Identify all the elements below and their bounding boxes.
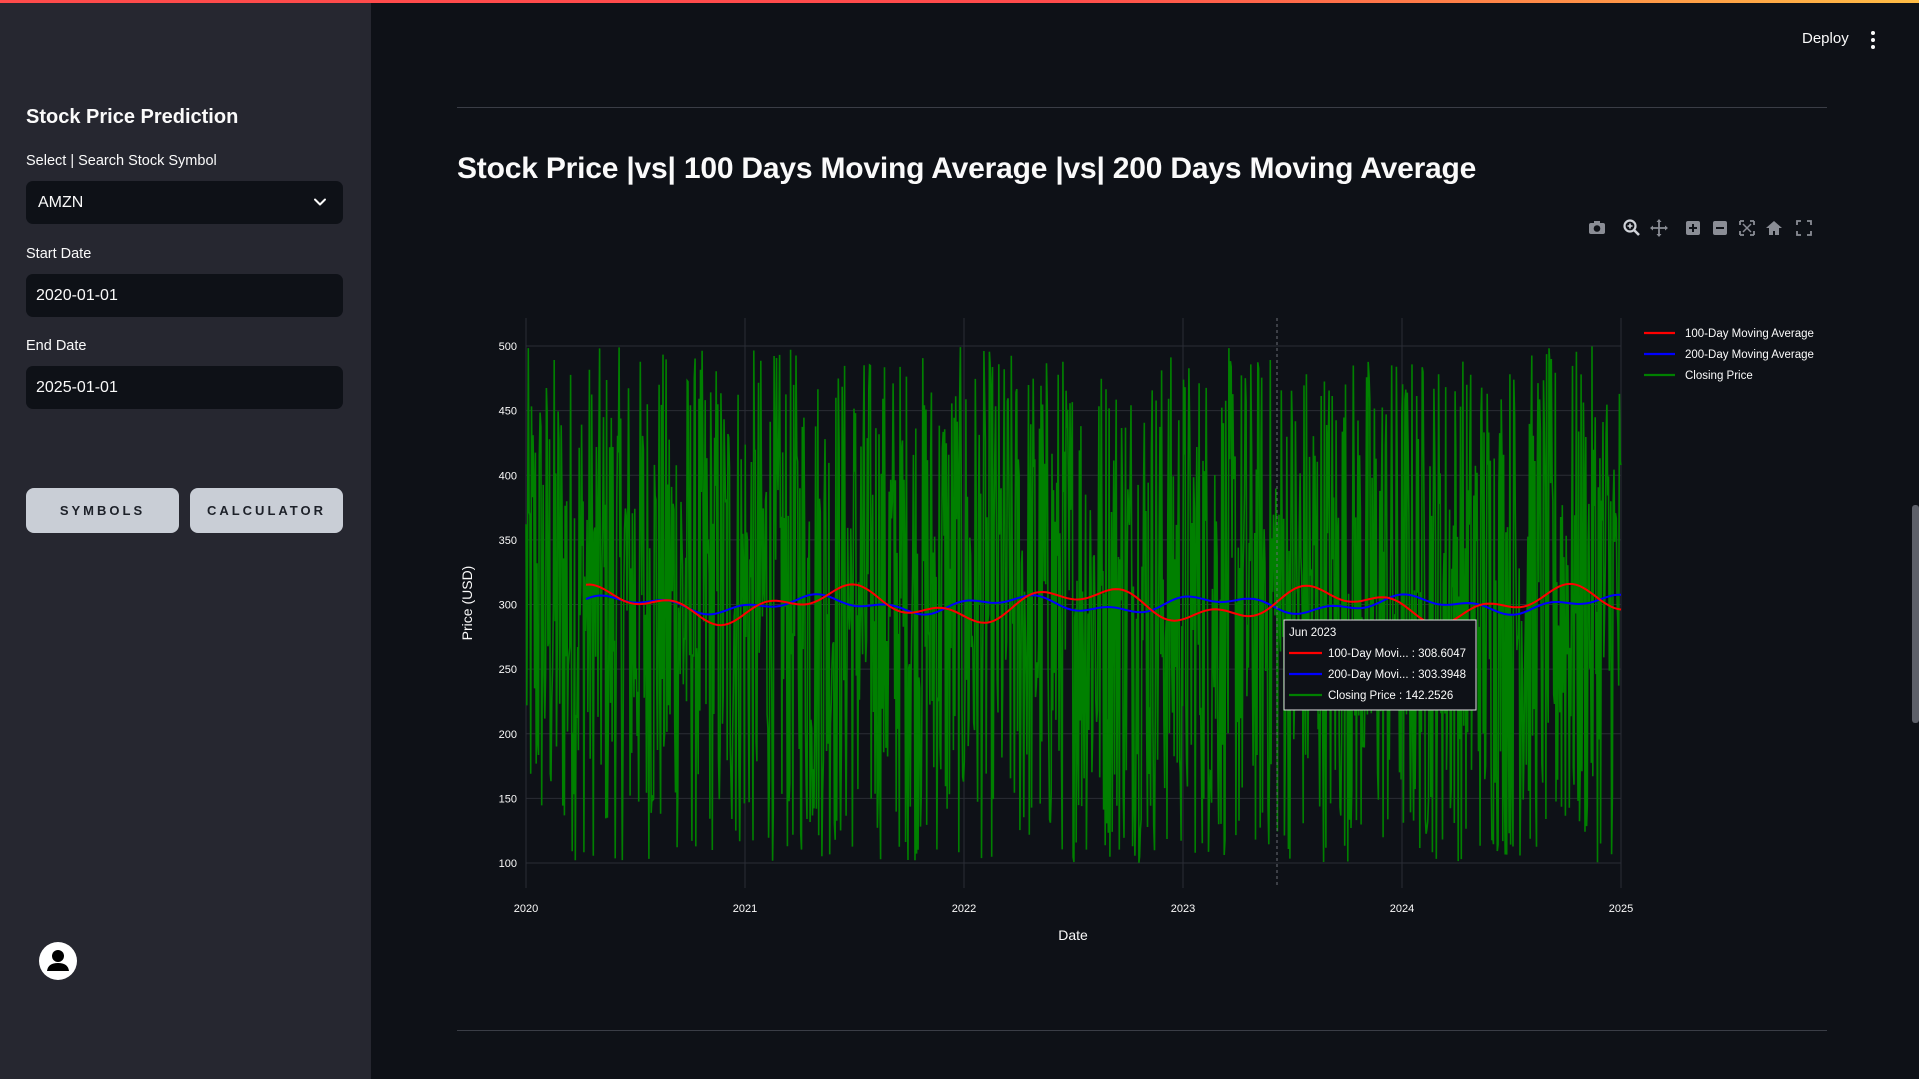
start-date-input[interactable]: 2020-01-01	[26, 274, 343, 317]
deploy-button[interactable]: Deploy	[1802, 30, 1849, 47]
page-title: Stock Price |vs| 100 Days Moving Average…	[457, 152, 1477, 185]
hover-title: Jun 2023	[1289, 627, 1336, 639]
user-avatar-icon[interactable]	[39, 942, 77, 980]
legend-item[interactable]: 100-Day Moving Average	[1685, 328, 1814, 340]
start-date-label: Start Date	[26, 246, 92, 262]
y-tick-label: 400	[499, 470, 517, 482]
sidebar: Stock Price Prediction Select | Search S…	[0, 0, 371, 1079]
hover-row: 100-Day Movi... : 308.6047	[1328, 648, 1466, 660]
legend-item[interactable]: 200-Day Moving Average	[1685, 349, 1814, 361]
y-tick-label: 100	[499, 858, 517, 870]
x-tick-label: 2024	[1390, 903, 1414, 915]
chevron-down-icon	[314, 198, 326, 206]
camera-icon[interactable]	[1589, 221, 1605, 234]
hover-tooltip: Jun 2023 100-Day Movi... : 308.6047 200-Da…	[1276, 318, 1477, 888]
y-tick-label: 350	[499, 535, 517, 547]
calculator-button[interactable]: CALCULATOR	[190, 488, 343, 533]
closing-price-line	[525, 346, 1622, 863]
x-axis-label: Date	[1058, 927, 1088, 943]
zoom-in-icon[interactable]	[1686, 221, 1700, 235]
chart-modebar	[1589, 219, 1812, 237]
top-divider	[457, 107, 1827, 108]
pan-icon[interactable]	[1650, 219, 1668, 237]
y-tick-label: 250	[499, 664, 517, 676]
symbol-select-value: AMZN	[38, 193, 84, 211]
symbol-select-label: Select | Search Stock Symbol	[26, 153, 217, 169]
top-accent-bar	[0, 0, 1919, 3]
chart-legend[interactable]: 100-Day Moving Average 200-Day Moving Ave…	[1644, 328, 1814, 382]
x-axis-ticks: 2020 2021 2022 2023 2024 2025	[514, 903, 1633, 915]
y-tick-label: 200	[499, 729, 517, 741]
x-tick-label: 2021	[733, 903, 757, 915]
fullscreen-icon[interactable]	[1796, 220, 1812, 236]
legend-item[interactable]: Closing Price	[1685, 370, 1753, 382]
autoscale-icon[interactable]	[1739, 220, 1755, 236]
kebab-menu-icon[interactable]	[1870, 30, 1876, 50]
y-tick-label: 450	[499, 406, 517, 418]
end-date-input[interactable]: 2025-01-01	[26, 366, 343, 409]
y-axis-ticks: 100 150 200 250 300 350 400 450 500	[499, 341, 517, 870]
x-tick-label: 2022	[952, 903, 976, 915]
y-tick-label: 500	[499, 341, 517, 353]
symbol-select[interactable]: AMZN	[26, 181, 343, 224]
hover-row: 200-Day Movi... : 303.3948	[1328, 669, 1466, 681]
hover-row: Closing Price : 142.2526	[1328, 690, 1453, 702]
x-tick-label: 2020	[514, 903, 538, 915]
zoom-out-icon[interactable]	[1713, 221, 1727, 235]
closing-price-series	[525, 346, 1622, 863]
reset-axes-icon[interactable]	[1766, 221, 1782, 235]
page-scrollbar[interactable]	[1912, 505, 1919, 723]
x-tick-label: 2023	[1171, 903, 1195, 915]
stock-price-chart[interactable]: 100 150 200 250 300 350 400 450 500 2020 2021 2022…	[457, 300, 1827, 960]
x-tick-label: 2025	[1609, 903, 1633, 915]
bottom-divider	[457, 1030, 1827, 1031]
y-tick-label: 150	[499, 793, 517, 805]
sidebar-title: Stock Price Prediction	[26, 106, 239, 128]
zoom-icon[interactable]	[1623, 219, 1640, 236]
y-tick-label: 300	[499, 600, 517, 612]
symbols-button[interactable]: SYMBOLS	[26, 488, 179, 533]
y-axis-label: Price (USD)	[459, 566, 475, 641]
end-date-label: End Date	[26, 338, 87, 354]
